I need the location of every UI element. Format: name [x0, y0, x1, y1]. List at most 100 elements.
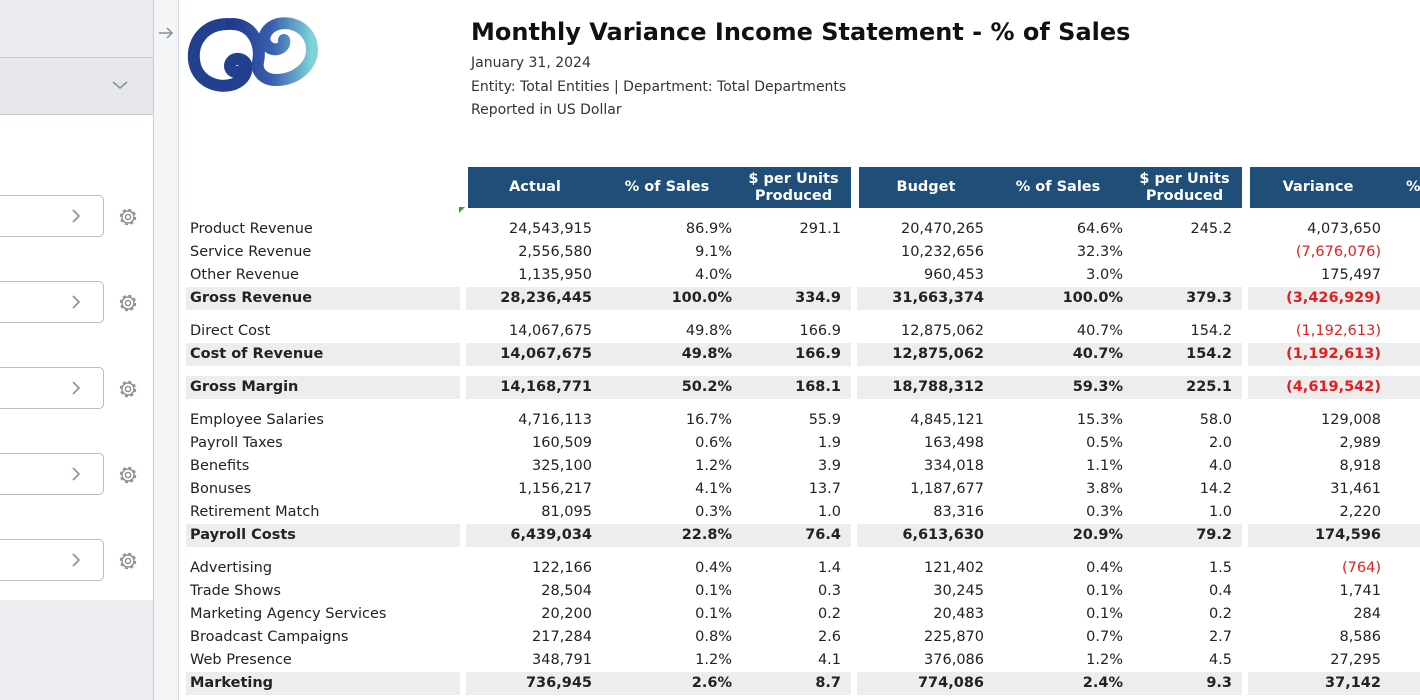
actual-pct-value: 1.2% — [695, 458, 732, 474]
table-row[interactable]: Service Revenue 2,556,580 9.1% 10,232,656 32… — [186, 241, 1420, 264]
table-row[interactable]: Payroll Costs 6,439,034 22.8% 76.4 6,613,630… — [186, 524, 1420, 547]
actual-value: 160,509 — [532, 435, 592, 451]
row-label: Gross Revenue — [190, 290, 313, 306]
gear-icon[interactable] — [116, 463, 140, 487]
panel-splitter[interactable] — [154, 0, 178, 700]
arrow-right-icon[interactable] — [157, 24, 175, 42]
table-row[interactable]: Gross Revenue 28,236,445 100.0% 334.9 31,663… — [186, 287, 1420, 310]
col-header-variance[interactable]: Variance — [1282, 179, 1354, 195]
budget-pct-value: 64.6% — [1076, 221, 1123, 237]
variance-value: (7,676,076) — [1295, 244, 1381, 260]
chevron-right-icon — [72, 467, 81, 481]
budget-pct-value: 20.9% — [1072, 527, 1123, 543]
gear-icon[interactable] — [116, 291, 140, 315]
total-band — [1248, 524, 1420, 547]
actual-header-group: Actual % of Sales $ per Units Produced — [468, 167, 851, 208]
budget-value: 18,788,312 — [892, 379, 984, 395]
total-band — [1248, 287, 1420, 310]
parameter-panel-header — [0, 0, 153, 58]
table-row[interactable]: Web Presence 348,791 1.2% 4.1 376,086 1.2% 4.5… — [186, 649, 1420, 672]
table-row[interactable]: Benefits 325,100 1.2% 3.9 334,018 1.1% 4.0 8,91… — [186, 455, 1420, 478]
actual-pct-value: 49.8% — [685, 323, 732, 339]
gear-icon[interactable] — [116, 377, 140, 401]
actual-pct-value: 0.3% — [695, 504, 732, 520]
budget-unit-value: 1.0 — [1208, 504, 1232, 520]
gear-icon[interactable] — [116, 205, 140, 229]
variance-value: 174,596 — [1314, 527, 1381, 543]
budget-unit-value: 4.0 — [1208, 458, 1232, 474]
actual-value: 4,716,113 — [518, 412, 592, 428]
table-row[interactable]: Cost of Revenue 14,067,675 49.8% 166.9 12,87… — [186, 343, 1420, 366]
row-label: Cost of Revenue — [190, 346, 324, 362]
actual-pct-value: 49.8% — [681, 346, 732, 362]
table-row[interactable]: Product Revenue 24,543,915 86.9% 291.1 20,47… — [186, 218, 1420, 241]
row-label: Service Revenue — [190, 244, 312, 260]
variance-value: 8,918 — [1339, 458, 1381, 474]
parameter-dropdown[interactable] — [0, 58, 153, 115]
col-header-variance-pct[interactable]: % — [1406, 179, 1420, 195]
budget-unit-value: 2.7 — [1208, 629, 1232, 645]
actual-unit-value: 8.7 — [815, 675, 841, 691]
table-row[interactable]: Marketing Agency Services 20,200 0.1% 0.2 20… — [186, 603, 1420, 626]
total-band — [857, 672, 1242, 695]
table-row[interactable]: Employee Salaries 4,716,113 16.7% 55.9 4,845… — [186, 409, 1420, 432]
variance-value: 2,989 — [1339, 435, 1381, 451]
col-header-actual-pct[interactable]: % of Sales — [624, 179, 710, 195]
col-header-actual[interactable]: Actual — [509, 179, 561, 195]
table-row[interactable]: Advertising 122,166 0.4% 1.4 121,402 0.4% 1.5 (… — [186, 557, 1420, 580]
budget-unit-value: 1.5 — [1208, 560, 1232, 576]
row-label: Advertising — [190, 560, 273, 576]
parameter-field-5[interactable] — [0, 539, 104, 581]
parameter-field-3[interactable] — [0, 367, 104, 409]
row-label: Other Revenue — [190, 267, 299, 283]
variance-value: 31,461 — [1330, 481, 1381, 497]
budget-unit-value: 0.4 — [1208, 583, 1232, 599]
total-band — [1248, 376, 1420, 399]
budget-value: 376,086 — [924, 652, 984, 668]
variance-value: 27,295 — [1330, 652, 1381, 668]
budget-unit-value: 79.2 — [1196, 527, 1232, 543]
actual-unit-value: 3.9 — [817, 458, 841, 474]
budget-unit-value: 58.0 — [1199, 412, 1232, 428]
variance-header-group: Variance % — [1250, 167, 1420, 208]
parameter-field-2[interactable] — [0, 281, 104, 323]
total-band — [1248, 672, 1420, 695]
parameter-field-1[interactable] — [0, 195, 104, 237]
actual-value: 2,556,580 — [518, 244, 592, 260]
table-row[interactable]: Other Revenue 1,135,950 4.0% 960,453 3.0% 175… — [186, 264, 1420, 287]
col-header-actual-unit[interactable]: $ per Units Produced — [748, 170, 839, 204]
table-row[interactable]: Marketing 736,945 2.6% 8.7 774,086 2.4% 9.3 37,… — [186, 672, 1420, 695]
report-date: January 31, 2024 — [471, 55, 591, 71]
actual-pct-value: 0.1% — [695, 583, 732, 599]
budget-pct-value: 40.7% — [1072, 346, 1123, 362]
gear-icon[interactable] — [116, 549, 140, 573]
budget-pct-value: 15.3% — [1076, 412, 1123, 428]
chevron-down-icon[interactable] — [111, 76, 129, 94]
total-band — [186, 287, 460, 310]
parameter-field-4[interactable] — [0, 453, 104, 495]
actual-pct-value: 50.2% — [681, 379, 732, 395]
table-row[interactable]: Direct Cost 14,067,675 49.8% 166.9 12,875,06… — [186, 320, 1420, 343]
parameter-list — [0, 115, 153, 600]
actual-pct-value: 0.6% — [695, 435, 732, 451]
total-band — [186, 376, 460, 399]
actual-value: 1,156,217 — [518, 481, 592, 497]
row-label: Marketing — [190, 675, 274, 691]
table-row[interactable]: Retirement Match 81,095 0.3% 1.0 83,316 0.3% 1… — [186, 501, 1420, 524]
table-row[interactable]: Broadcast Campaigns 217,284 0.8% 2.6 225,870… — [186, 626, 1420, 649]
row-label: Direct Cost — [190, 323, 271, 339]
col-header-budget-pct[interactable]: % of Sales — [1015, 179, 1101, 195]
col-header-budget-unit[interactable]: $ per Units Produced — [1139, 170, 1230, 204]
table-row[interactable]: Payroll Taxes 160,509 0.6% 1.9 163,498 0.5% 2.… — [186, 432, 1420, 455]
col-header-budget[interactable]: Budget — [896, 179, 956, 195]
actual-pct-value: 0.8% — [695, 629, 732, 645]
budget-pct-value: 100.0% — [1062, 290, 1123, 306]
actual-unit-value: 166.9 — [795, 346, 841, 362]
table-row[interactable]: Gross Margin 14,168,771 50.2% 168.1 18,788,3… — [186, 376, 1420, 399]
budget-pct-value: 40.7% — [1076, 323, 1123, 339]
actual-unit-value: 1.0 — [817, 504, 841, 520]
table-row[interactable]: Trade Shows 28,504 0.1% 0.3 30,245 0.1% 0.4 1,7… — [186, 580, 1420, 603]
table-row[interactable]: Bonuses 1,156,217 4.1% 13.7 1,187,677 3.8% 14.… — [186, 478, 1420, 501]
actual-unit-value: 291.1 — [799, 221, 841, 237]
total-band — [857, 376, 1242, 399]
